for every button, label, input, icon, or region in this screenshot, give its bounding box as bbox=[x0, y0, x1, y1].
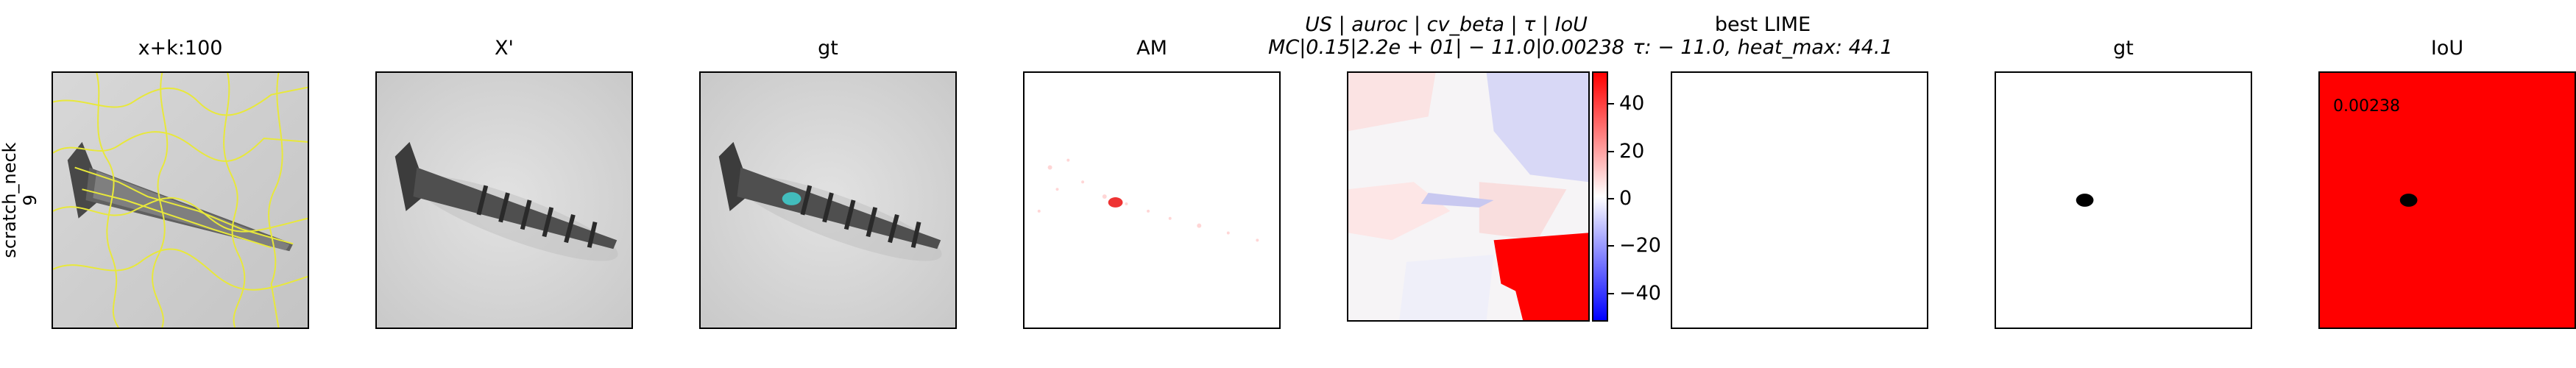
colorbar bbox=[1592, 71, 1608, 322]
panel-gt-overlay bbox=[699, 71, 957, 329]
iou-blob bbox=[2399, 194, 2418, 207]
title-panel-2: X' bbox=[495, 37, 514, 60]
panel-gt-mask bbox=[1995, 71, 2252, 329]
iou-map bbox=[2320, 73, 2575, 328]
lime-heatmap bbox=[1348, 73, 1588, 320]
iou-value: 0.00238 bbox=[2333, 97, 2400, 116]
gt-mask bbox=[1996, 73, 2251, 328]
screw-shape bbox=[67, 141, 294, 252]
title-panel-6: best LIME τ: − 11.0, heat_max: 44.1 bbox=[1632, 13, 1893, 60]
screw-image-gt bbox=[701, 73, 955, 328]
row-label: scratch_neck 9 bbox=[0, 142, 40, 258]
colorbar-label-20: 20 bbox=[1619, 140, 1645, 163]
title-panel-4: AM bbox=[1136, 37, 1167, 60]
gt-marker bbox=[782, 192, 802, 205]
row-label-defect: scratch_neck bbox=[0, 142, 20, 258]
superpixel-contours bbox=[53, 73, 308, 328]
am-hotspot bbox=[1108, 197, 1123, 208]
superpixel-image bbox=[53, 73, 308, 328]
title-panel-1: x+k:100 bbox=[138, 37, 223, 60]
colorbar-label-40: 40 bbox=[1619, 92, 1645, 115]
row-label-index: 9 bbox=[19, 194, 40, 206]
colorbar-label-neg40: −40 bbox=[1619, 282, 1661, 305]
panel-image-with-superpixels bbox=[52, 71, 309, 329]
gt-mask-blob bbox=[2076, 194, 2094, 207]
colorbar-label-neg20: −20 bbox=[1619, 234, 1661, 257]
panel-lime-heatmap bbox=[1347, 71, 1590, 322]
am-heatmap bbox=[1025, 73, 1279, 328]
title-panel-5: US | auroc | cv_beta | τ | IoU MC|0.15|2… bbox=[1268, 13, 1624, 60]
panel-best-lime bbox=[1671, 71, 1928, 329]
panel-x-prime bbox=[375, 71, 633, 329]
title-panel-3: gt bbox=[818, 37, 838, 60]
title-panel-8: IoU bbox=[2430, 37, 2464, 60]
screw-image bbox=[377, 73, 631, 328]
colorbar-label-0: 0 bbox=[1619, 187, 1632, 210]
panel-am bbox=[1023, 71, 1281, 329]
title-panel-7: gt bbox=[2113, 37, 2134, 60]
panel-iou bbox=[2318, 71, 2576, 329]
